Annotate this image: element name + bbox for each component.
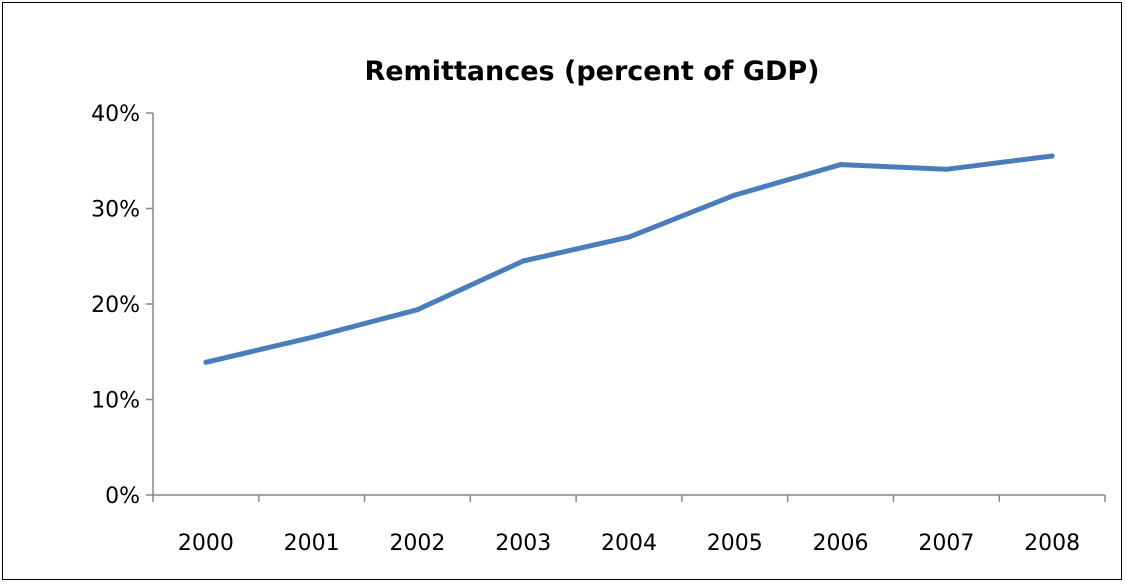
x-tick-label: 2004 xyxy=(601,531,657,556)
x-tick-label: 2006 xyxy=(813,531,869,556)
x-tick-label: 2007 xyxy=(918,531,974,556)
y-tick-label: 40% xyxy=(91,102,140,127)
x-tick-label: 2008 xyxy=(1024,531,1080,556)
data-point xyxy=(203,359,209,365)
x-tick-label: 2005 xyxy=(707,531,763,556)
axes: 0% 10% 20% 30% 40% 2000 2001 2002 2003 2004 2005 20… xyxy=(91,102,1106,556)
data-point xyxy=(1049,153,1055,159)
data-point xyxy=(414,307,420,313)
data-point xyxy=(520,258,526,264)
y-tick-label: 0% xyxy=(105,484,140,509)
data-point xyxy=(309,334,315,340)
x-tick-label: 2001 xyxy=(284,531,340,556)
chart-title: Remittances (percent of GDP) xyxy=(364,56,819,87)
x-tick-label: 2003 xyxy=(495,531,551,556)
data-point xyxy=(732,192,738,198)
series-line xyxy=(203,153,1055,365)
x-tick-label: 2002 xyxy=(389,531,445,556)
data-point xyxy=(626,234,632,240)
y-tick-label: 30% xyxy=(91,198,140,223)
data-point xyxy=(943,166,949,172)
data-point xyxy=(838,162,844,168)
x-tick-label: 2000 xyxy=(178,531,234,556)
y-tick-label: 20% xyxy=(91,293,140,318)
series-layer xyxy=(203,153,1055,365)
y-tick-label: 10% xyxy=(91,389,140,414)
